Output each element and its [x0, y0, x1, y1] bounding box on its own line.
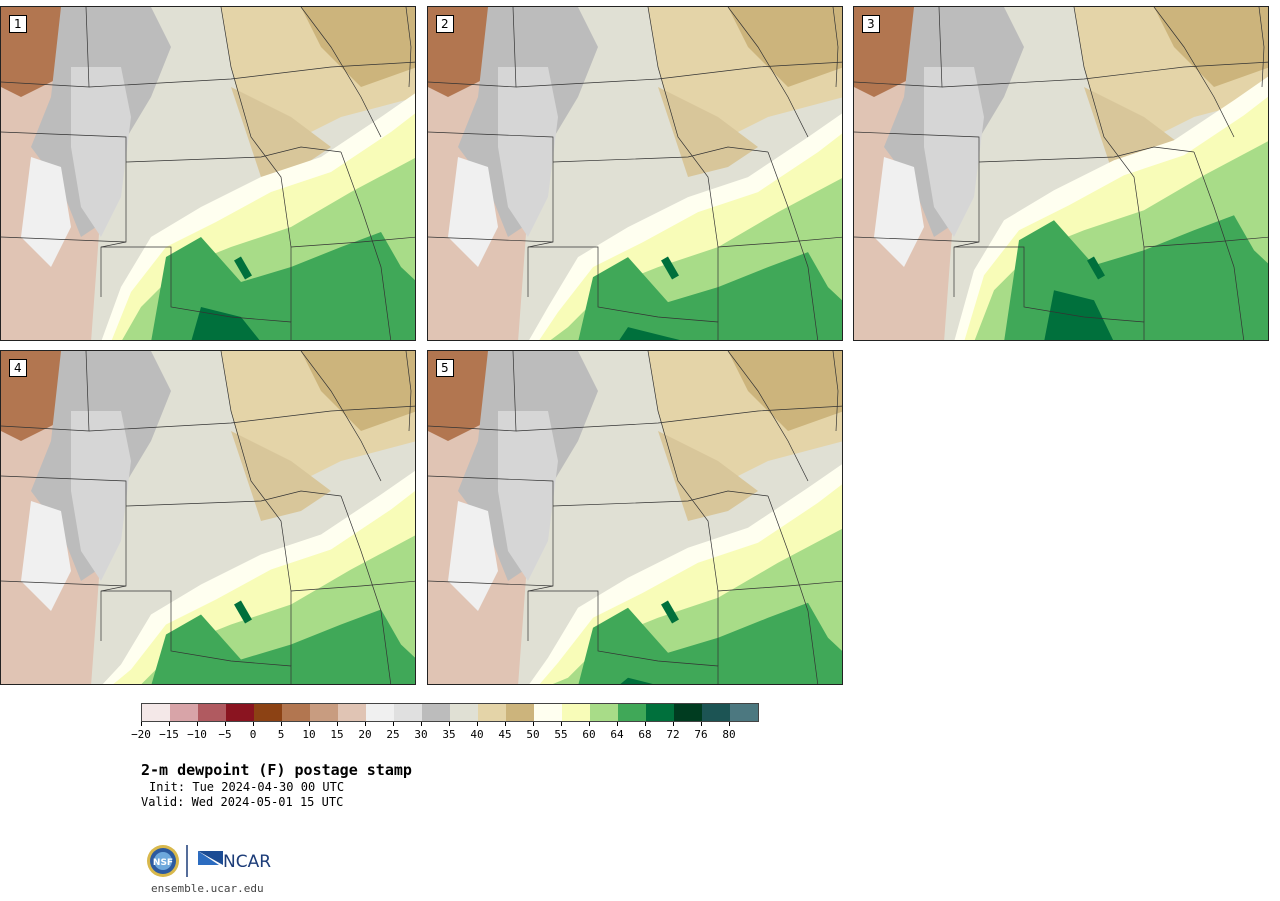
colorbar-tick-label: −20	[131, 728, 151, 741]
colorbar-tick-mark	[365, 722, 366, 726]
colorbar-tick-label: 25	[386, 728, 400, 741]
colorbar-tick-label: 68	[638, 728, 652, 741]
colorbar-ticks: −20 −15 −10 −5 0 5 10 15 20 25 30 35 40 45 50 55 60 64 68 7…	[131, 722, 761, 744]
colorbar-tick-mark	[645, 722, 646, 726]
colorbar-swatch	[394, 704, 422, 721]
colorbar-swatch	[338, 704, 366, 721]
colorbar-swatch	[198, 704, 226, 721]
colorbar-swatch	[618, 704, 646, 721]
colorbar-tick-label: 60	[582, 728, 596, 741]
colorbar-swatch	[590, 704, 618, 721]
member-panel: 5	[427, 350, 843, 685]
colorbar-swatch	[422, 704, 450, 721]
colorbar-swatch	[730, 704, 758, 721]
member-panel: 2	[427, 6, 843, 341]
colorbar-tick-mark	[393, 722, 394, 726]
colorbar-swatch	[310, 704, 338, 721]
colorbar-tick-mark	[673, 722, 674, 726]
valid-time: Valid: Wed 2024-05-01 15 UTC	[141, 795, 344, 809]
colorbar-tick-mark	[281, 722, 282, 726]
colorbar-swatch	[366, 704, 394, 721]
colorbar-tick-label: 5	[277, 728, 285, 741]
colorbar-swatch	[282, 704, 310, 721]
colorbar-tick-label: 80	[722, 728, 736, 741]
colorbar-tick-label: 72	[666, 728, 680, 741]
member-number-label: 3	[862, 15, 880, 33]
colorbar-swatch	[254, 704, 282, 721]
colorbar-swatch	[142, 704, 170, 721]
colorbar-tick-label: −10	[187, 728, 207, 741]
colorbar-tick-mark	[617, 722, 618, 726]
colorbar-swatch	[674, 704, 702, 721]
colorbar-tick-label: −5	[218, 728, 232, 741]
colorbar-swatch	[478, 704, 506, 721]
colorbar-tick-mark	[141, 722, 142, 726]
colorbar-tick-label: 30	[414, 728, 428, 741]
colorbar-swatch	[170, 704, 198, 721]
colorbar-swatch	[506, 704, 534, 721]
colorbar-swatch	[226, 704, 254, 721]
member-panel: 3	[853, 6, 1269, 341]
colorbar-tick-mark	[421, 722, 422, 726]
colorbar-tick-mark	[477, 722, 478, 726]
colorbar-swatch	[702, 704, 730, 721]
colorbar-tick-mark	[701, 722, 702, 726]
colorbar-swatch	[534, 704, 562, 721]
colorbar-tick-mark	[169, 722, 170, 726]
colorbar-swatch	[646, 704, 674, 721]
colorbar-tick-mark	[589, 722, 590, 726]
colorbar-tick-label: 50	[526, 728, 540, 741]
member-number-label: 1	[9, 15, 27, 33]
colorbar-tick-label: 15	[330, 728, 344, 741]
member-number-label: 5	[436, 359, 454, 377]
colorbar-tick-label: 0	[249, 728, 257, 741]
site-url[interactable]: ensemble.ucar.edu	[151, 882, 264, 895]
colorbar-tick-mark	[253, 722, 254, 726]
colorbar-tick-mark	[449, 722, 450, 726]
ncar-logo-text: NCAR	[223, 852, 271, 872]
colorbar-tick-mark	[561, 722, 562, 726]
member-panel: 1	[0, 6, 416, 341]
colorbar-tick-label: 10	[302, 728, 316, 741]
colorbar-tick-label: 20	[358, 728, 372, 741]
colorbar-tick-mark	[533, 722, 534, 726]
colorbar-tick-label: −15	[159, 728, 179, 741]
colorbar-tick-label: 64	[610, 728, 624, 741]
colorbar-tick-mark	[505, 722, 506, 726]
member-panel: 4	[0, 350, 416, 685]
colorbar-tick-label: 76	[694, 728, 708, 741]
colorbar-tick-mark	[729, 722, 730, 726]
member-number-label: 4	[9, 359, 27, 377]
init-time: Init: Tue 2024-04-30 00 UTC	[149, 780, 345, 794]
colorbar-swatch	[450, 704, 478, 721]
colorbar-tick-mark	[197, 722, 198, 726]
colorbar-tick-mark	[225, 722, 226, 726]
product-title: 2-m dewpoint (F) postage stamp	[141, 761, 412, 779]
member-number-label: 2	[436, 15, 454, 33]
colorbar-tick-label: 40	[470, 728, 484, 741]
nsf-logo-text: NSF	[153, 858, 173, 868]
colorbar-tick-label: 45	[498, 728, 512, 741]
dewpoint-colorbar	[141, 703, 759, 722]
colorbar-tick-label: 55	[554, 728, 568, 741]
colorbar-swatch	[562, 704, 590, 721]
nsf-ncar-logo: NSF NCAR	[145, 843, 275, 879]
colorbar-tick-mark	[337, 722, 338, 726]
colorbar-tick-mark	[309, 722, 310, 726]
colorbar-tick-label: 35	[442, 728, 456, 741]
